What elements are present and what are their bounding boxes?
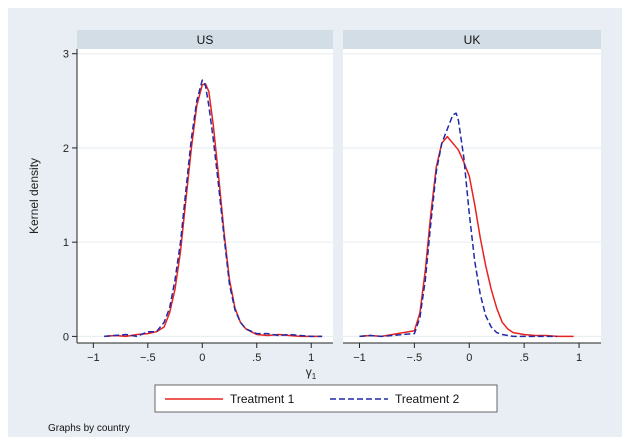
legend-label: Treatment 1 bbox=[230, 392, 295, 406]
x-tick-label: −1 bbox=[353, 352, 366, 364]
panel-strip bbox=[77, 30, 333, 49]
x-tick-label: 1 bbox=[576, 352, 582, 364]
y-axis-title: Kernel density bbox=[27, 158, 41, 234]
x-tick-label: 0 bbox=[466, 352, 472, 364]
x-tick-label: −.5 bbox=[140, 352, 156, 364]
x-axis-subscript: 1 bbox=[312, 372, 317, 381]
x-tick-label: −.5 bbox=[407, 352, 423, 364]
series-treatment-2 bbox=[104, 79, 323, 338]
series-treatment-1 bbox=[359, 135, 574, 338]
legend: Treatment 1 Treatment 2 bbox=[154, 384, 498, 413]
figure: US −1 −.5 0 .5 1 0 1 2 3 UK −1 −.5 0 .5 1 Kernel density… bbox=[8, 8, 622, 437]
kernel-density-chart: US −1 −.5 0 .5 1 0 1 2 3 UK −1 −.5 0 .5 1 Kernel density… bbox=[27, 30, 601, 434]
panel-strip bbox=[343, 30, 601, 49]
y-tick-label: 2 bbox=[63, 143, 69, 155]
x-axis-title: γ1 bbox=[306, 365, 317, 381]
panel-title: UK bbox=[464, 33, 481, 47]
chart-note: Graphs by country bbox=[48, 423, 130, 434]
y-tick-label: 1 bbox=[63, 237, 69, 249]
panel-uk: UK −1 −.5 0 .5 1 bbox=[343, 30, 601, 364]
y-tick-label: 0 bbox=[63, 331, 69, 343]
x-axis-symbol: γ bbox=[306, 365, 312, 379]
panel-title: US bbox=[197, 33, 214, 47]
x-tick-label: .5 bbox=[520, 352, 529, 364]
x-tick-label: .5 bbox=[252, 352, 261, 364]
y-tick-label: 3 bbox=[63, 49, 69, 61]
legend-label: Treatment 2 bbox=[395, 392, 460, 406]
plot-area bbox=[77, 49, 333, 343]
series-treatment-1 bbox=[104, 83, 323, 338]
plot-area bbox=[343, 49, 601, 343]
x-tick-label: −1 bbox=[87, 352, 100, 364]
panel-us: US −1 −.5 0 .5 1 0 1 2 3 bbox=[63, 30, 333, 364]
x-tick-label: 1 bbox=[308, 352, 314, 364]
series-treatment-2 bbox=[359, 112, 558, 338]
x-tick-label: 0 bbox=[199, 352, 205, 364]
